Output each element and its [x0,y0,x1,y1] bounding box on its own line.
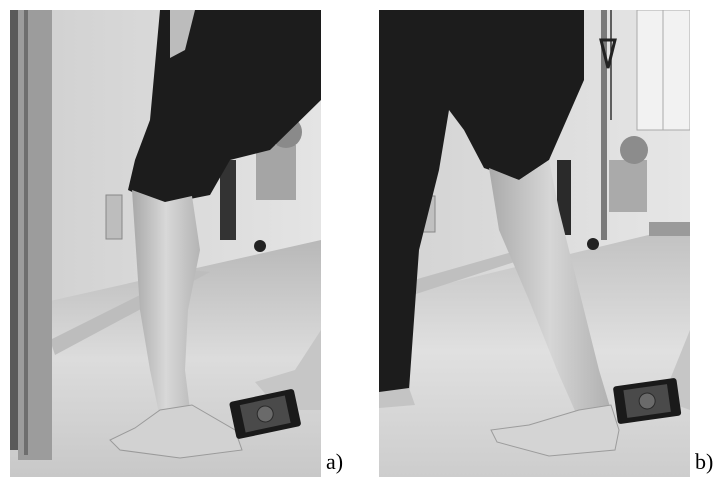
smartphone-inclinometer [229,389,301,439]
cable-machine-post [601,10,607,240]
foot [109,404,243,459]
leg [489,160,611,420]
door-frame-edge [10,10,18,450]
machine-foot [587,238,599,250]
weight-machine-column [220,160,236,240]
storage-cabinet [609,160,647,212]
door-frame-shadow [24,10,28,455]
photo-panel-a [10,10,321,477]
back-foot [379,388,415,408]
leg [132,190,200,418]
wall-outlet [105,194,123,240]
cable-handle [599,38,617,69]
storage-cabinet [256,145,296,200]
baseboard [379,250,539,306]
hand-on-hip [170,10,195,58]
exercise-mat [649,222,690,236]
door-frame [18,10,52,460]
panel-label-a: a) [326,449,344,474]
photo-a-lunge-test-knee-to-wall [10,10,321,477]
photo-b-lunge-test-straight-leg [379,10,690,477]
panel-label-b: b) [695,449,714,474]
weight-machine-foot [254,240,266,252]
foot [490,404,620,457]
dark-pants [379,10,584,395]
exercise-ball [620,136,648,164]
smartphone-inclinometer [613,378,682,424]
photo-panel-b [379,10,690,477]
dark-pants [128,10,321,205]
hand [255,330,321,410]
